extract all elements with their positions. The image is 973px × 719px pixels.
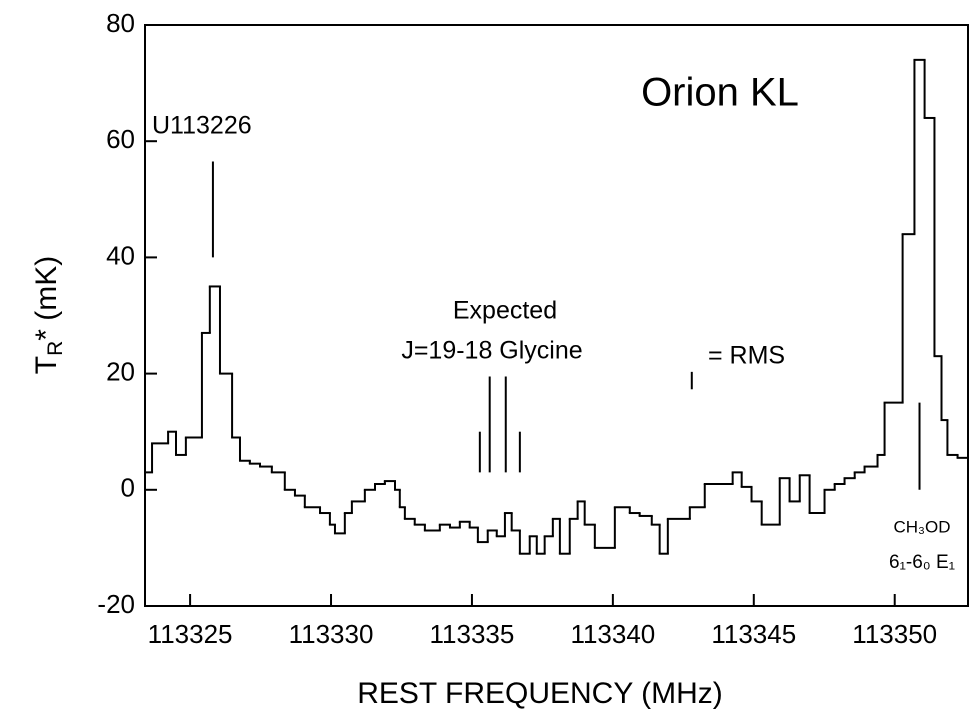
y-tick-label: 60 xyxy=(106,124,135,154)
y-axis-label: TR* (mK) xyxy=(30,256,67,375)
chart-title: Orion KL xyxy=(641,71,799,115)
y-tick-label: 80 xyxy=(106,8,135,38)
x-axis-label: REST FREQUENCY (MHz) xyxy=(357,677,723,710)
annotation: J=19-18 Glycine xyxy=(401,337,582,365)
y-tick-label: 40 xyxy=(106,240,135,270)
y-label-sub: R xyxy=(44,341,67,356)
x-tick-label: 113340 xyxy=(570,619,655,649)
y-label-rest: * (mK) xyxy=(30,256,63,341)
annotation: CH₃OD xyxy=(894,517,951,536)
y-label-main: T xyxy=(30,356,63,374)
x-tick-label: 113350 xyxy=(852,619,937,649)
plot-frame xyxy=(144,24,969,607)
x-tick-label: 113330 xyxy=(289,619,374,649)
y-tick-label: 0 xyxy=(121,473,135,503)
annotation: = RMS xyxy=(708,342,785,370)
annotation: Expected xyxy=(453,297,557,325)
x-tick-label: 113325 xyxy=(148,619,233,649)
y-tick-label: -20 xyxy=(97,589,135,619)
x-tick-label: 113345 xyxy=(711,619,796,649)
annotation: U113226 xyxy=(152,112,252,140)
y-tick-label: 20 xyxy=(106,356,135,386)
x-tick-label: 113335 xyxy=(430,619,515,649)
annotation: 6₁-6₀ E₁ xyxy=(889,552,955,573)
